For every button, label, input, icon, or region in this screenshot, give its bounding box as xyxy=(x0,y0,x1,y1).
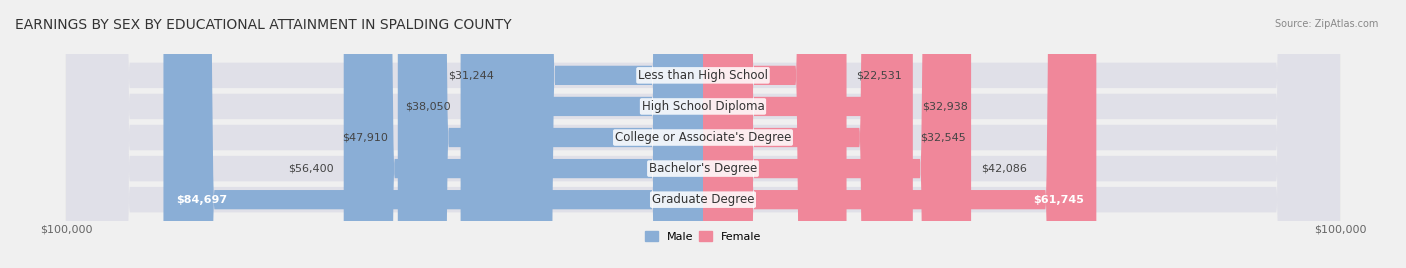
FancyBboxPatch shape xyxy=(703,0,1097,268)
Text: $38,050: $38,050 xyxy=(405,102,451,111)
FancyBboxPatch shape xyxy=(66,0,1340,268)
FancyBboxPatch shape xyxy=(66,0,1340,268)
FancyBboxPatch shape xyxy=(343,0,703,268)
FancyBboxPatch shape xyxy=(703,0,910,268)
Text: $84,697: $84,697 xyxy=(176,195,228,205)
FancyBboxPatch shape xyxy=(703,0,972,268)
FancyBboxPatch shape xyxy=(703,0,846,268)
Legend: Male, Female: Male, Female xyxy=(640,226,766,246)
Text: $32,545: $32,545 xyxy=(920,132,966,143)
FancyBboxPatch shape xyxy=(461,0,703,268)
Text: EARNINGS BY SEX BY EDUCATIONAL ATTAINMENT IN SPALDING COUNTY: EARNINGS BY SEX BY EDUCATIONAL ATTAINMEN… xyxy=(15,18,512,32)
Text: $22,531: $22,531 xyxy=(856,70,901,80)
Text: Graduate Degree: Graduate Degree xyxy=(652,193,754,206)
Text: $61,745: $61,745 xyxy=(1033,195,1084,205)
Text: High School Diploma: High School Diploma xyxy=(641,100,765,113)
FancyBboxPatch shape xyxy=(398,0,703,268)
Text: College or Associate's Degree: College or Associate's Degree xyxy=(614,131,792,144)
FancyBboxPatch shape xyxy=(163,0,703,268)
FancyBboxPatch shape xyxy=(503,0,703,268)
Text: $42,086: $42,086 xyxy=(980,163,1026,174)
Text: $31,244: $31,244 xyxy=(449,70,495,80)
FancyBboxPatch shape xyxy=(66,0,1340,268)
Text: Source: ZipAtlas.com: Source: ZipAtlas.com xyxy=(1274,19,1378,29)
Text: $56,400: $56,400 xyxy=(288,163,335,174)
FancyBboxPatch shape xyxy=(66,0,1340,268)
Text: $47,910: $47,910 xyxy=(343,132,388,143)
Text: Less than High School: Less than High School xyxy=(638,69,768,82)
FancyBboxPatch shape xyxy=(66,0,1340,268)
Text: Bachelor's Degree: Bachelor's Degree xyxy=(650,162,756,175)
Text: $32,938: $32,938 xyxy=(922,102,969,111)
FancyBboxPatch shape xyxy=(703,0,912,268)
